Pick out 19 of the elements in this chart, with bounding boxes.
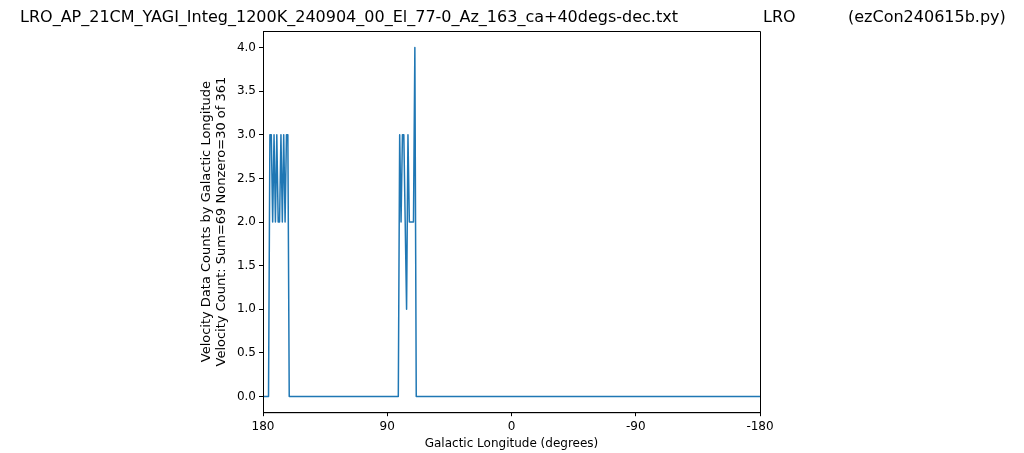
x-tick-label: 0 [507, 418, 516, 433]
y-tick-label: 0.0 [236, 388, 256, 403]
y-tick-label: 4.0 [236, 39, 256, 54]
y-tick-label: 1.5 [236, 257, 256, 272]
y-tick-label: 0.5 [236, 345, 256, 360]
x-tick-label: -90 [625, 418, 646, 433]
x-axis-title: Galactic Longitude (degrees) [424, 435, 599, 450]
y-tick-label: 3.5 [236, 83, 256, 98]
text: (ezCon240615b.py) [848, 7, 1006, 26]
x-tick-label: 90 [379, 418, 395, 433]
x-tick-label: -180 [746, 418, 774, 433]
y-tick-label: 1.0 [236, 301, 256, 316]
text: LRO [763, 7, 796, 26]
y-axis-title: Velocity Data Counts by Galactic Longitude Velocity Count: Sum=69 Nonzero=30 of 361 [197, 76, 228, 367]
chart-title: LRO_AP_21CM_YAGI_Integ_1200K_240904_00_El_77-0_Az_163_ca+40degs-dec.txt [20, 7, 678, 27]
y-tick-label: 2.0 [236, 214, 256, 229]
y-tick-label: 3.0 [236, 126, 256, 141]
y-tick-label: 2.5 [236, 170, 256, 185]
x-tick-label: 180 [251, 418, 275, 433]
